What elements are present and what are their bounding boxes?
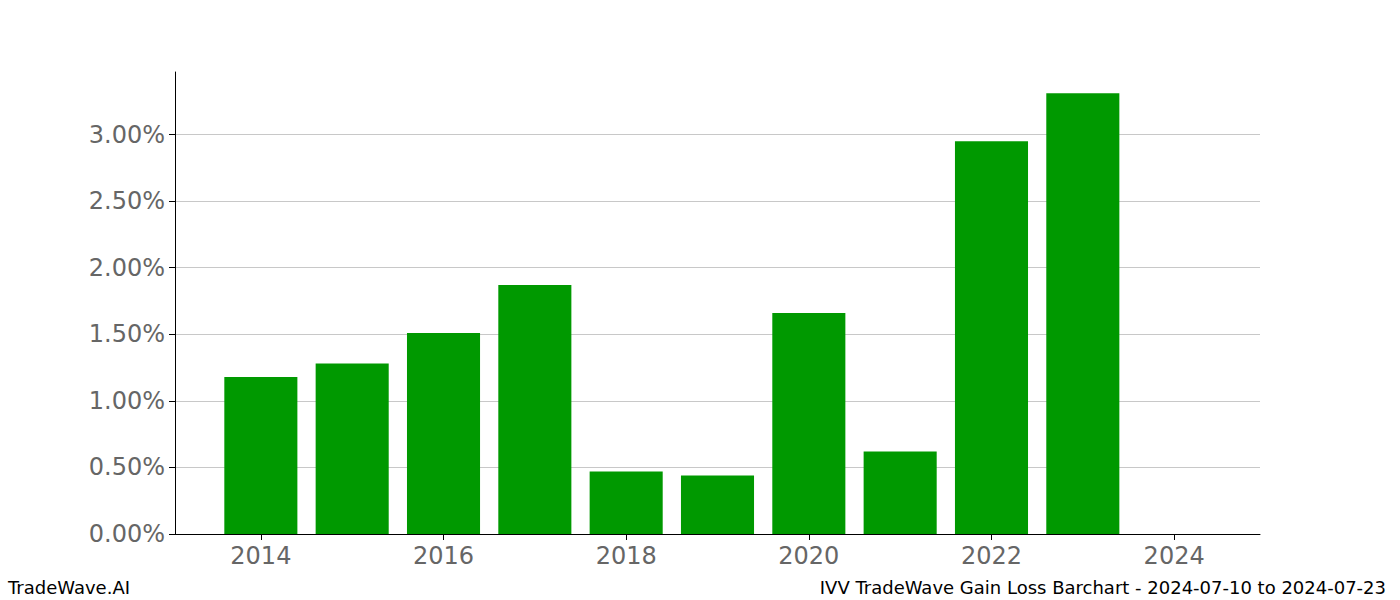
svg-text:2018: 2018 [596, 542, 657, 570]
svg-text:TradeWave.AI: TradeWave.AI [7, 577, 130, 598]
svg-text:3.00%: 3.00% [89, 121, 165, 149]
svg-text:0.50%: 0.50% [89, 453, 165, 481]
svg-text:2.00%: 2.00% [89, 254, 165, 282]
svg-text:IVV TradeWave Gain Loss Barcha: IVV TradeWave Gain Loss Barchart - 2024-… [820, 577, 1386, 598]
svg-text:2014: 2014 [230, 542, 291, 570]
svg-text:2022: 2022 [961, 542, 1022, 570]
svg-text:2016: 2016 [413, 542, 474, 570]
svg-text:2024: 2024 [1144, 542, 1205, 570]
svg-text:0.00%: 0.00% [89, 520, 165, 548]
svg-text:1.00%: 1.00% [89, 387, 165, 415]
svg-text:2020: 2020 [778, 542, 839, 570]
svg-text:1.50%: 1.50% [89, 320, 165, 348]
svg-text:2.50%: 2.50% [89, 187, 165, 215]
